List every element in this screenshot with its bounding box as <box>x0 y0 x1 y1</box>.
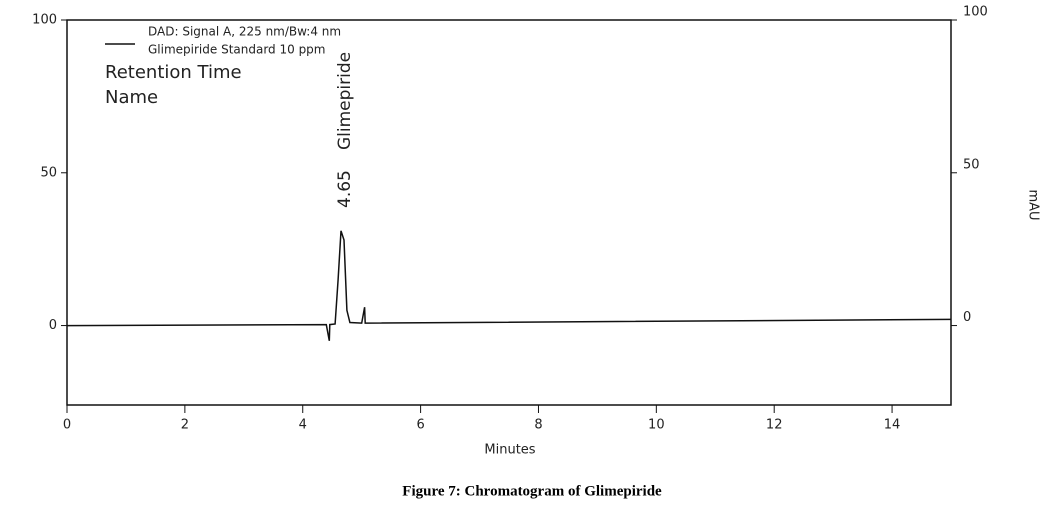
x-tick-label: 12 <box>766 418 783 433</box>
y-tick-label: 50 <box>40 165 57 180</box>
x-tick-label: 6 <box>416 418 424 433</box>
annotation: Retention Time <box>105 62 242 83</box>
x-tick-label: 0 <box>63 418 71 433</box>
y2-tick-label: 50 <box>963 157 980 172</box>
caption: Figure 7: Chromatogram of Glimepiride <box>402 483 662 499</box>
y2-axis-label: mAU <box>1026 189 1041 220</box>
y2-tick-label: 0 <box>963 310 971 325</box>
peak-name: Glimepiride <box>335 52 355 150</box>
y2-tick-label: 100 <box>963 5 988 20</box>
x-tick-label: 10 <box>648 418 665 433</box>
y-tick-label: 0 <box>49 318 57 333</box>
peak-time: 4.65 <box>335 170 355 208</box>
x-axis-label: Minutes <box>484 443 535 458</box>
annotation: Name <box>105 87 158 108</box>
peak-label: 4.65 Glimepiride <box>335 52 355 208</box>
x-tick-label: 14 <box>884 418 901 433</box>
x-tick-label: 2 <box>181 418 189 433</box>
legend-note: Glimepiride Standard 10 ppm <box>148 43 326 57</box>
x-tick-label: 4 <box>299 418 307 433</box>
x-tick-label: 8 <box>534 418 542 433</box>
legend-label: DAD: Signal A, 225 nm/Bw:4 nm <box>148 25 341 39</box>
y-tick-label: 100 <box>32 13 57 28</box>
plot-frame <box>66 19 952 406</box>
signal-line <box>66 230 952 341</box>
